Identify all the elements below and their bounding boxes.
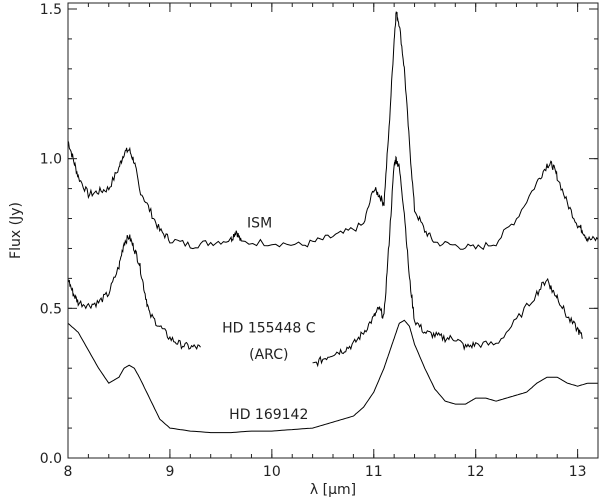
annotation-label: (ARC) <box>249 347 288 363</box>
plot-area <box>68 10 598 434</box>
plot-frame <box>67 2 599 459</box>
annotation-label: ISM <box>247 216 272 232</box>
y-axis-label: Flux (Jy) <box>8 202 24 259</box>
annotation-label: HD 169142 <box>229 407 308 423</box>
x-tick-label: 10 <box>263 464 281 480</box>
x-tick-label: 12 <box>467 464 485 480</box>
series-line-2 <box>68 234 201 350</box>
series-line-3 <box>312 155 583 368</box>
y-tick-label: 1.0 <box>40 152 62 168</box>
x-tick-label: 11 <box>365 464 383 480</box>
annotation-label: HD 155448 C <box>222 320 316 336</box>
axis-ticks: 8 9 10 11 12 13 0.0 0.5 1.0 1.5 <box>40 2 599 480</box>
y-tick-label: 0.5 <box>40 301 62 317</box>
x-tick-label: 9 <box>165 464 174 480</box>
series-layer <box>68 10 598 434</box>
series-line-4 <box>68 319 598 434</box>
y-tick-label: 0.0 <box>40 451 62 467</box>
annotations: ISM HD 155448 C (ARC) HD 169142 <box>222 216 316 424</box>
x-axis-label: λ [μm] <box>310 482 356 498</box>
series-line-1 <box>68 10 598 251</box>
x-tick-label: 8 <box>64 464 73 480</box>
x-tick-label: 13 <box>569 464 587 480</box>
y-tick-label: 1.5 <box>40 2 62 18</box>
